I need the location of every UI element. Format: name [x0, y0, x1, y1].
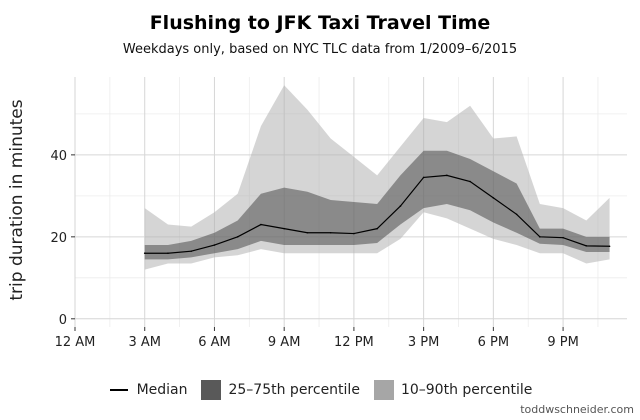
x-tick-label: 9 PM [547, 335, 578, 350]
median-point [585, 245, 588, 247]
legend-item-iqr: 25–75th percentile [201, 380, 360, 400]
legend-key-median [108, 379, 130, 401]
median-point [446, 174, 448, 177]
y-tick-label: 0 [59, 313, 67, 328]
x-tick-label: 6 AM [198, 335, 231, 350]
legend-label-p10-90: 10–90th percentile [400, 382, 533, 398]
median-point [329, 231, 332, 234]
y-tick-label: 20 [50, 231, 67, 246]
credit-text: toddwschneider.com [520, 403, 634, 416]
median-point [236, 236, 239, 238]
band-25-75 [144, 150, 610, 260]
median-point [213, 244, 216, 246]
median-point [469, 180, 471, 183]
legend-label-median: Median [136, 382, 188, 398]
x-tick-label: 3 AM [128, 335, 161, 350]
median-point [306, 231, 309, 234]
median-point [608, 245, 611, 248]
legend-label-iqr: 25–75th percentile [228, 382, 360, 398]
median-point [562, 236, 564, 239]
median-point [143, 252, 146, 255]
median-point [376, 227, 378, 230]
x-tick-label: 6 PM [478, 335, 509, 350]
median-point [353, 232, 355, 235]
median-point [283, 227, 285, 230]
x-tick-label: 12 AM [55, 335, 96, 350]
legend-item-median: Median [108, 379, 188, 401]
median-point [190, 250, 193, 252]
median-point [539, 236, 541, 238]
median-point [260, 223, 262, 226]
y-tick-label: 40 [50, 149, 67, 164]
median-point [167, 252, 169, 255]
y-axis-label: trip duration in minutes [7, 99, 27, 301]
median-point [492, 197, 495, 199]
legend: Median 25–75th percentile 10–90th percen… [0, 378, 640, 402]
legend-item-p10-90: 10–90th percentile [373, 380, 533, 400]
x-tick-label: 3 PM [408, 335, 439, 350]
median-point [422, 176, 425, 179]
chart-subtitle: Weekdays only, based on NYC TLC data fro… [122, 42, 518, 57]
legend-key-iqr [201, 380, 222, 400]
median-point [515, 213, 518, 216]
chart-title: Flushing to JFK Taxi Travel Time [149, 12, 491, 34]
x-tick-label: 12 PM [334, 335, 374, 350]
legend-key-p10-90 [373, 380, 394, 400]
median-point [399, 205, 402, 207]
x-tick-label: 9 AM [268, 335, 301, 350]
